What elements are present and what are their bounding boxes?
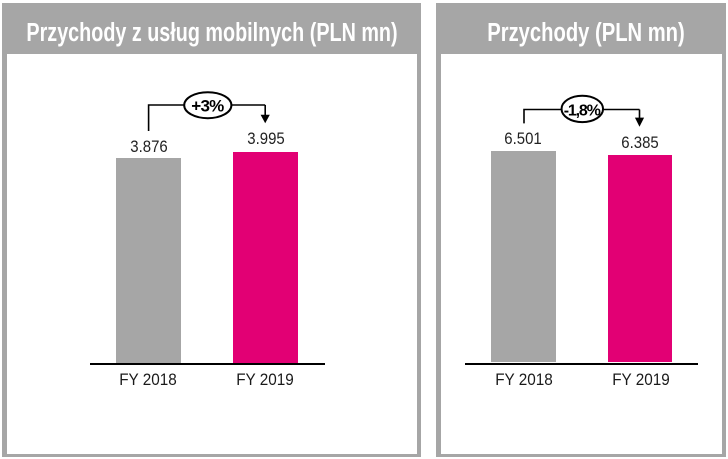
svg-text:+3%: +3% [191, 96, 224, 115]
svg-text:-1,8%: -1,8% [564, 102, 601, 119]
